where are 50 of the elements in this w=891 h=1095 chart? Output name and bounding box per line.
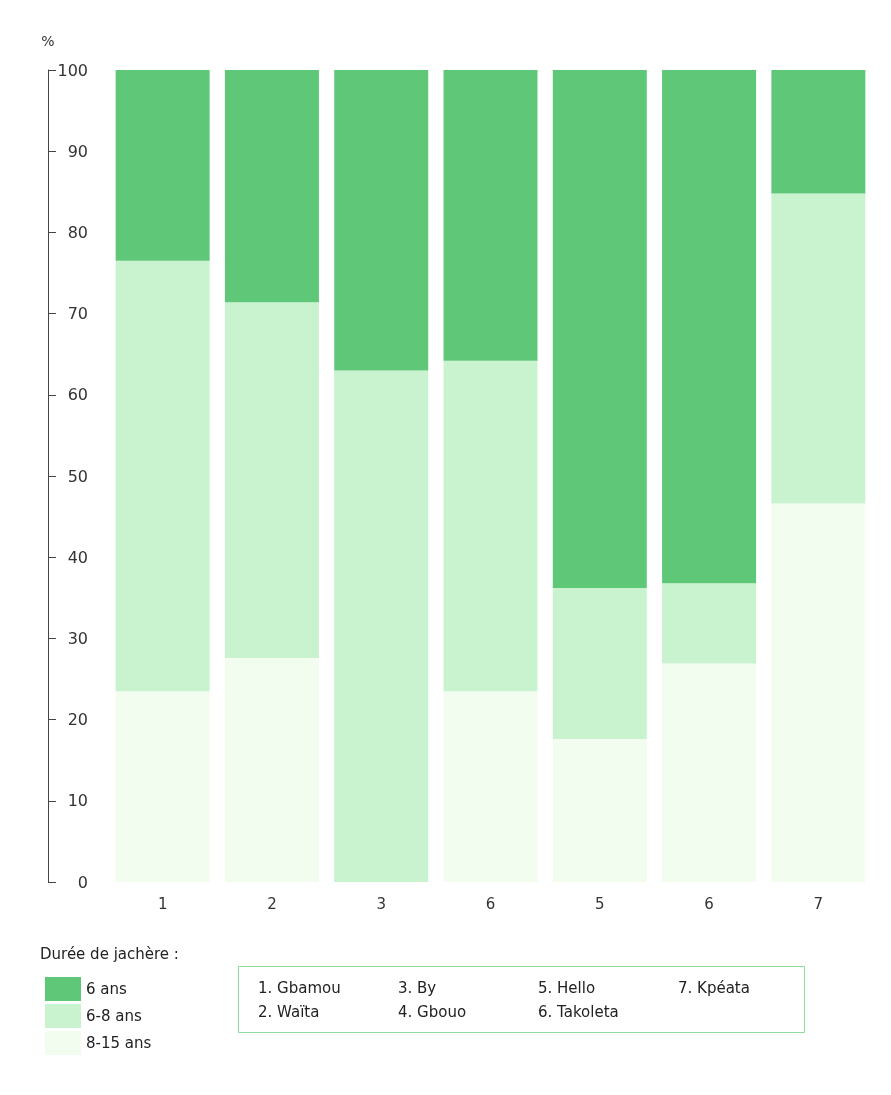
- bar: [662, 70, 757, 584]
- y-axis-title: %: [41, 33, 55, 49]
- text: 3. By: [398, 978, 437, 997]
- bar: [552, 70, 647, 589]
- y-tick-label: 80: [67, 222, 88, 242]
- bar: [662, 663, 757, 882]
- bar: [771, 70, 866, 194]
- bar: [552, 588, 647, 740]
- y-tick-label: 50: [67, 466, 88, 486]
- bar: [443, 70, 538, 361]
- y-tick-label: 60: [67, 385, 88, 405]
- text: 4. Gbouo: [398, 1002, 467, 1021]
- x-tick-label: 2: [267, 894, 277, 913]
- y-tick-label: 90: [67, 141, 88, 161]
- x-tick-label: 7: [813, 894, 824, 913]
- legend-label: 6-8 ans: [86, 1007, 142, 1025]
- text: 5. Hello: [538, 978, 596, 997]
- y-tick-label: 10: [67, 791, 88, 811]
- bar: [224, 302, 319, 658]
- x-tick-label: 1: [157, 894, 168, 913]
- bar: [115, 691, 210, 882]
- bar: [443, 360, 538, 692]
- legend-label: 8-15 ans: [86, 1034, 152, 1052]
- legend-title: Durée de jachère :: [40, 944, 179, 963]
- y-tick-label: 100: [57, 60, 88, 80]
- text: 2. Waïta: [258, 1002, 320, 1021]
- x-tick-label: 5: [595, 894, 605, 913]
- y-tick-label: 20: [67, 710, 88, 730]
- y-tick-label: 30: [67, 628, 88, 648]
- bar: [115, 70, 210, 261]
- y-tick-label: 0: [77, 872, 88, 892]
- bar: [334, 370, 429, 882]
- bar: [662, 583, 757, 664]
- bar: [115, 260, 210, 692]
- bar: [552, 739, 647, 882]
- text: 6. Takoleta: [538, 1002, 619, 1021]
- text: 1. Gbamou: [258, 978, 341, 997]
- y-tick-label: 70: [67, 304, 88, 324]
- bar: [771, 503, 866, 882]
- text: 7. Kpéata: [678, 978, 750, 997]
- bar: [771, 193, 866, 504]
- bar: [334, 70, 429, 371]
- x-tick-label: 3: [376, 894, 386, 913]
- legend-label: 6 ans: [86, 980, 128, 998]
- bar: [224, 657, 319, 882]
- x-tick-label: 6: [704, 894, 714, 913]
- x-tick-label: 6: [485, 894, 496, 913]
- bar: [443, 691, 538, 882]
- bar: [224, 70, 319, 303]
- y-tick-label: 40: [67, 547, 88, 567]
